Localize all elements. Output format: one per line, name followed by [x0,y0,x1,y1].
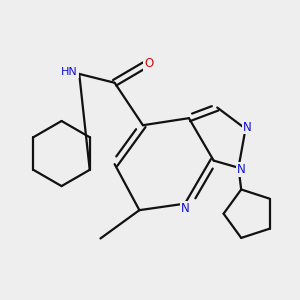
Text: N: N [181,202,190,215]
Text: O: O [144,57,154,70]
Text: HN: HN [61,67,78,77]
Text: N: N [237,163,246,176]
Text: N: N [243,121,252,134]
